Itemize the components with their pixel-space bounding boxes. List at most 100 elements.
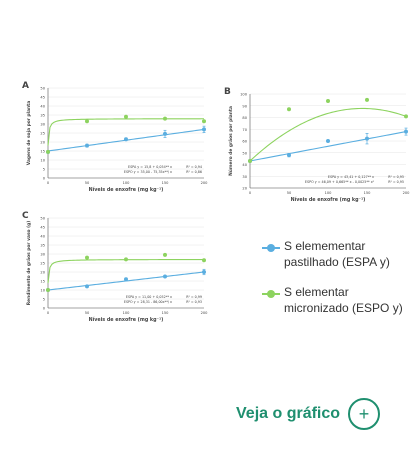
data-point-espo — [365, 97, 369, 102]
y-tick-label: 0 — [43, 177, 46, 181]
data-point-espa — [365, 136, 369, 141]
y-axis-title: Número de grãos por planta — [227, 106, 234, 176]
y-tick-label: 50 — [40, 87, 45, 91]
y-axis-title: Vagens de soja por planta — [26, 101, 32, 165]
y-tick-label: 15 — [40, 280, 45, 284]
data-point-espo — [202, 119, 206, 124]
x-tick-label: 0 — [47, 181, 50, 185]
y-tick-label: 30 — [40, 123, 45, 127]
y-tick-label: 90 — [242, 104, 247, 108]
y-tick-label: 25 — [40, 132, 45, 136]
data-point-espo — [46, 288, 50, 292]
x-tick-label: 50 — [85, 181, 90, 185]
x-tick-label: 50 — [287, 191, 292, 195]
data-point-espa — [202, 270, 206, 274]
x-tick-label: 100 — [123, 181, 131, 185]
r-squared-label: R² = 0,86 — [186, 170, 202, 174]
fit-line-espa — [249, 131, 407, 162]
y-tick-label: 35 — [40, 114, 45, 118]
y-tick-label: 20 — [40, 271, 45, 275]
equation-label: ESPO y = 35,00 - 75,35x**/ x — [124, 170, 172, 174]
r-squared-label: R² = 0,93 — [186, 300, 202, 304]
r-squared-label: R² = 0,99 — [186, 295, 202, 299]
data-point-espo — [85, 255, 89, 260]
data-point-espa — [85, 143, 89, 148]
y-tick-label: 35 — [40, 244, 45, 248]
y-axis-title: Rendimento de grãos por vaso (g) — [26, 221, 32, 306]
x-tick-label: 100 — [123, 311, 131, 315]
equation-label: ESPO y = 46,09 + 0,665** x - 0,0025** x² — [305, 180, 375, 184]
data-point-espo — [326, 99, 330, 104]
fit-line-espo — [249, 107, 407, 162]
x-axis-title: Níveis de enxofre (mg kg⁻¹) — [89, 316, 164, 323]
data-point-espo — [248, 158, 252, 163]
y-tick-label: 30 — [242, 175, 247, 179]
equation-label: ESPA y = 15,8 + 0,054** x — [128, 165, 172, 169]
legend-item-espa: S elemementar pastilhado (ESPA y) — [262, 238, 412, 270]
panel-label: A — [22, 81, 29, 91]
y-tick-label: 50 — [242, 151, 247, 155]
view-chart-label[interactable]: Veja o gráfico — [236, 405, 341, 422]
y-tick-label: 25 — [40, 262, 45, 266]
data-point-espo — [404, 114, 408, 119]
y-tick-label: 20 — [242, 187, 247, 191]
plus-icon[interactable]: + — [348, 398, 381, 430]
legend: S elemementar pastilhado (ESPA y) S elem… — [262, 238, 412, 330]
x-tick-label: 0 — [249, 191, 252, 195]
y-tick-label: 70 — [242, 128, 247, 132]
data-point-espa — [85, 284, 89, 289]
data-point-espo — [124, 114, 128, 119]
x-axis-title: Níveis de enxofre (mg kg⁻¹) — [89, 186, 164, 193]
y-tick-label: 10 — [40, 159, 45, 163]
data-point-espo — [163, 116, 167, 121]
y-tick-label: 45 — [40, 226, 45, 230]
x-tick-label: 0 — [47, 311, 50, 315]
panel-label: C — [22, 211, 29, 221]
x-tick-label: 50 — [85, 311, 90, 315]
legend-label-espo: S elementar micronizado (ESPO y) — [284, 285, 403, 315]
data-point-espo — [202, 258, 206, 263]
data-point-espo — [85, 119, 89, 124]
equation-label: ESPA y = 43,41 + 0,127** x — [328, 175, 374, 179]
data-point-espa — [326, 139, 330, 143]
x-tick-label: 200 — [403, 191, 411, 195]
x-tick-label: 200 — [201, 181, 209, 185]
panel-label: B — [224, 87, 231, 97]
y-tick-label: 60 — [242, 140, 247, 144]
r-squared-label: R² = 0,95 — [388, 175, 404, 179]
x-tick-label: 150 — [162, 311, 170, 315]
legend-swatch-espo — [262, 290, 280, 298]
y-tick-label: 80 — [242, 116, 247, 120]
chart-c: C 0 5 10 15 20 25 30 35 40 45 50 0 50 100 150 200 Níveis … — [22, 211, 209, 323]
legend-swatch-espa — [262, 244, 280, 252]
r-squared-label: R² = 0,95 — [388, 180, 404, 184]
r-squared-label: R² = 0,94 — [186, 165, 202, 169]
data-point-espa — [287, 153, 291, 158]
y-tick-label: 40 — [40, 235, 45, 239]
fit-line-espo — [47, 118, 204, 146]
y-tick-label: 40 — [40, 105, 45, 109]
x-tick-label: 150 — [364, 191, 372, 195]
y-tick-label: 20 — [40, 141, 45, 145]
x-tick-label: 100 — [325, 191, 333, 195]
y-tick-label: 5 — [43, 298, 45, 302]
y-tick-label: 45 — [40, 96, 45, 100]
equation-label: ESPO y = 28,31 - 86,00x**/ x — [124, 300, 172, 304]
view-chart-cta[interactable]: Veja o gráfico + — [236, 396, 381, 432]
legend-item-espo: S elementar micronizado (ESPO y) — [262, 284, 412, 316]
y-tick-label: 0 — [43, 307, 46, 311]
y-tick-label: 30 — [40, 253, 45, 257]
y-tick-label: 15 — [40, 150, 45, 154]
y-tick-label: 100 — [240, 93, 248, 97]
equation-label: ESPA y = 11,00 + 0,052** x — [126, 295, 172, 299]
data-point-espo — [124, 257, 128, 262]
data-point-espo — [46, 149, 50, 154]
chart-b: B 20 30 40 50 60 70 80 90 100 0 50 100 150 200 Níveis d… — [224, 87, 411, 203]
data-point-espa — [124, 137, 128, 142]
x-tick-label: 200 — [201, 311, 209, 315]
y-tick-label: 10 — [40, 289, 45, 293]
chart-a: A 0 5 10 15 20 25 30 35 40 45 50 0 50 100 150 200 Níveis … — [22, 81, 209, 193]
x-tick-label: 150 — [162, 181, 170, 185]
y-tick-label: 5 — [43, 168, 45, 172]
y-tick-label: 40 — [242, 163, 247, 167]
